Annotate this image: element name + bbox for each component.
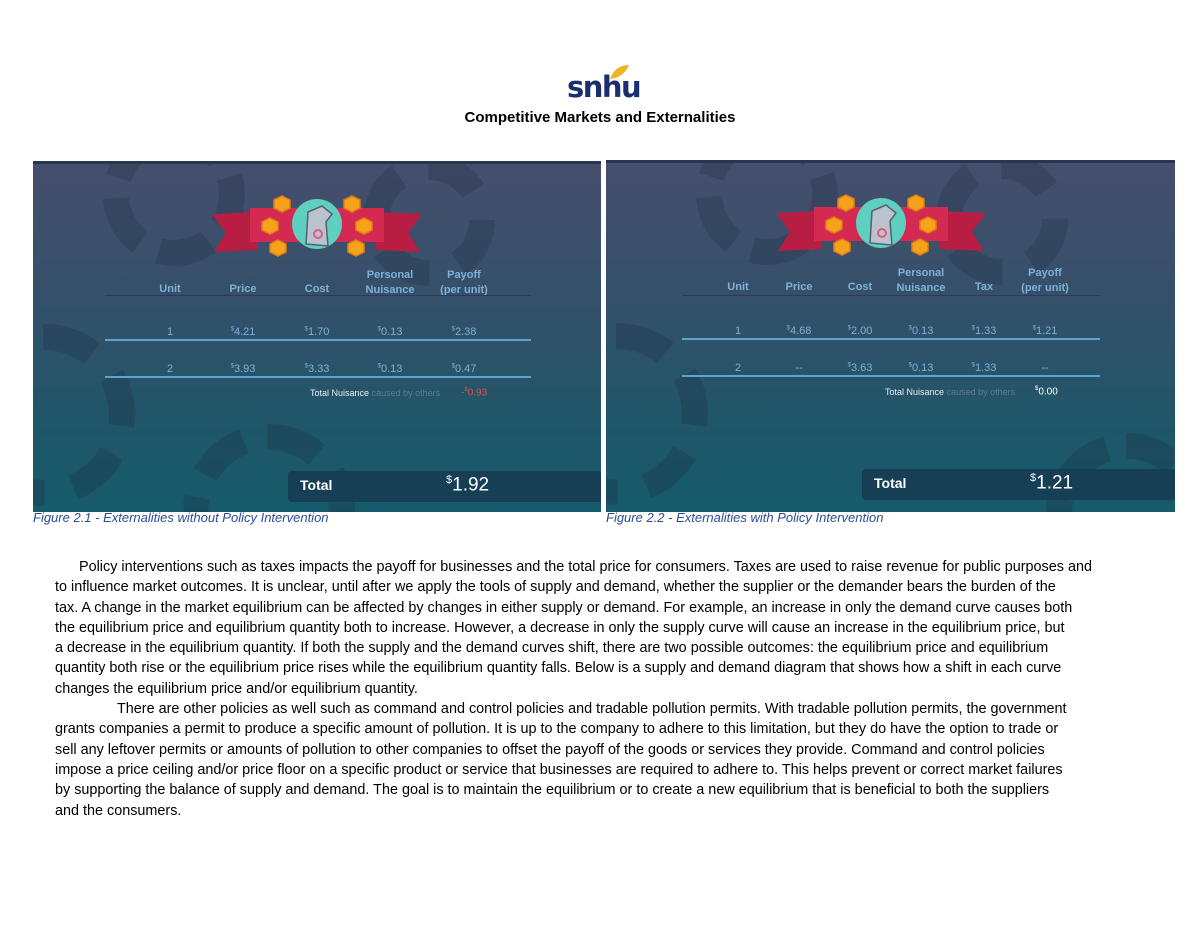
cell-nuisance: $0.13 bbox=[377, 363, 403, 375]
achievement-banner-icon bbox=[212, 195, 422, 257]
achievement-banner-icon bbox=[776, 194, 986, 256]
cell-cost: $3.63 bbox=[847, 362, 873, 374]
header-unit: Unit bbox=[727, 281, 749, 293]
body-text: Policy interventions such as taxes impac… bbox=[55, 557, 1175, 821]
header-payoff: Payoff (per unit) bbox=[1021, 266, 1069, 296]
header-divider bbox=[105, 295, 531, 296]
paragraph-line: grants companies a permit to produce a s… bbox=[55, 721, 1059, 738]
header-personal-nuisance: Personal Nuisance bbox=[897, 266, 946, 296]
header-per-unit: (per unit) bbox=[1021, 282, 1069, 294]
cell-cost: $1.70 bbox=[304, 326, 330, 338]
cell-unit: 2 bbox=[166, 363, 174, 375]
cell-price: $3.93 bbox=[230, 363, 256, 375]
header-cost: Cost bbox=[847, 281, 873, 293]
paragraph-line: tax. A change in the market equilibrium … bbox=[55, 599, 1073, 616]
leaf-icon bbox=[610, 65, 629, 79]
row-divider bbox=[682, 338, 1100, 340]
document-title: Competitive Markets and Externalities bbox=[464, 109, 736, 126]
header-price: Price bbox=[229, 283, 257, 295]
header-cost: Cost bbox=[304, 283, 330, 295]
cell-price: -- bbox=[795, 362, 803, 374]
header-per-unit: (per unit) bbox=[440, 284, 488, 296]
header-payoff-label: Payoff bbox=[447, 269, 481, 281]
paragraph-line: impose a price ceiling and/or price floo… bbox=[55, 761, 1063, 778]
row-divider bbox=[105, 376, 531, 378]
cell-cost: $2.00 bbox=[847, 325, 873, 337]
header-unit: Unit bbox=[159, 283, 181, 295]
logo-text: snhu bbox=[567, 70, 642, 104]
cell-payoff: $2.38 bbox=[451, 326, 477, 338]
total-nuisance-value: $0.00 bbox=[1035, 386, 1058, 398]
cell-cost: $3.33 bbox=[304, 363, 330, 375]
row-divider bbox=[105, 339, 531, 341]
total-nuisance-label: Total Nuisance caused by others bbox=[885, 387, 1016, 397]
header-personal: Personal bbox=[366, 269, 414, 281]
header-personal-nuisance: Personal Nuisance bbox=[366, 268, 415, 298]
header-tax: Tax bbox=[974, 281, 994, 293]
cell-unit: 1 bbox=[734, 325, 742, 337]
row-divider bbox=[682, 375, 1100, 377]
total-label: Total bbox=[300, 477, 333, 493]
total-bar: Total $1.21 bbox=[862, 469, 1175, 500]
figure-2-1-caption: Figure 2.1 - Externalities without Polic… bbox=[33, 510, 329, 525]
paragraph-line: sell any leftover permits or amounts of … bbox=[55, 741, 1045, 758]
paragraph-line: and the consumers. bbox=[55, 802, 182, 819]
gear-decoration bbox=[33, 324, 135, 506]
paragraph-line: the equilibrium price and equilibrium qu… bbox=[55, 619, 1065, 636]
cell-unit: 1 bbox=[166, 326, 174, 338]
cell-nuisance: $0.13 bbox=[908, 325, 934, 337]
total-nuisance-value: -$0.93 bbox=[461, 387, 488, 399]
cell-nuisance: $0.13 bbox=[908, 362, 934, 374]
cell-price: $4.21 bbox=[230, 326, 256, 338]
header-nuisance: Nuisance bbox=[365, 284, 415, 296]
header-divider bbox=[682, 295, 1100, 296]
paragraph-line: a decrease in the equilibrium quantity. … bbox=[55, 640, 1049, 657]
paragraph-line: by supporting the balance of supply and … bbox=[55, 782, 1050, 799]
paragraph-line: to influence market outcomes. It is uncl… bbox=[55, 579, 1056, 596]
header-personal: Personal bbox=[897, 267, 945, 279]
total-value: $1.92 bbox=[446, 474, 490, 496]
total-label: Total bbox=[874, 475, 907, 491]
figure-externalities-without-policy: Unit Price Cost Personal Nuisance Payoff (… bbox=[33, 161, 601, 512]
cell-payoff: $1.21 bbox=[1032, 325, 1058, 337]
paragraph-line: Policy interventions such as taxes impac… bbox=[79, 559, 1092, 575]
total-bar: Total $1.92 bbox=[288, 471, 601, 502]
paragraph-line: quantity both rise or the equilibrium pr… bbox=[55, 660, 1062, 677]
snhu-logo: snhu bbox=[560, 64, 642, 106]
paragraph-line: There are other policies as well such as… bbox=[117, 701, 1067, 718]
header-nuisance: Nuisance bbox=[896, 282, 946, 294]
cell-payoff: $0.47 bbox=[451, 363, 477, 375]
cell-tax: $1.33 bbox=[971, 362, 997, 374]
cell-tax: $1.33 bbox=[971, 325, 997, 337]
paragraph-line: changes the equilibrium price and/or equ… bbox=[55, 680, 418, 697]
header-payoff: Payoff (per unit) bbox=[440, 268, 488, 298]
cell-unit: 2 bbox=[734, 362, 742, 374]
cell-price: $4.68 bbox=[786, 325, 812, 337]
cell-nuisance: $0.13 bbox=[377, 326, 403, 338]
gear-decoration bbox=[606, 323, 708, 505]
header-payoff-label: Payoff bbox=[1028, 267, 1062, 279]
header-price: Price bbox=[785, 281, 813, 293]
total-nuisance-label: Total Nuisance caused by others bbox=[310, 388, 441, 398]
figure-2-2-caption: Figure 2.2 - Externalities with Policy I… bbox=[606, 510, 884, 525]
total-value: $1.21 bbox=[1030, 472, 1074, 494]
figure-externalities-with-policy: Unit Price Cost Personal Nuisance Tax Pay… bbox=[606, 160, 1175, 512]
cell-payoff: -- bbox=[1041, 362, 1049, 374]
